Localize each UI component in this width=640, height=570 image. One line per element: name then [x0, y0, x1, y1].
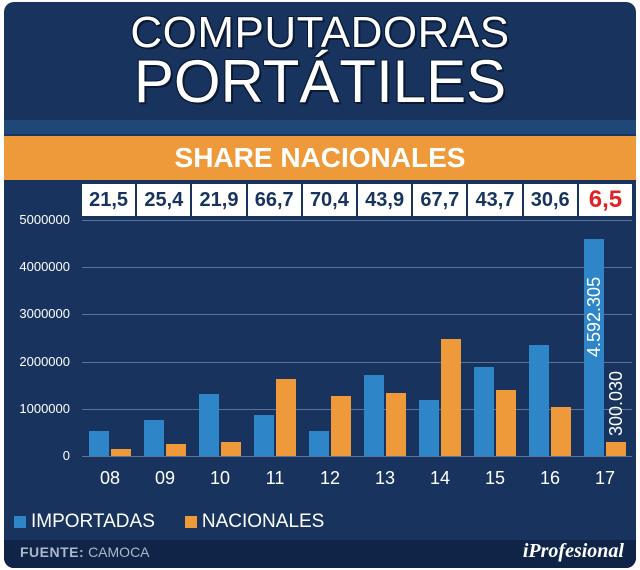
- gridline: [82, 220, 632, 221]
- x-tick-label: 11: [265, 468, 285, 488]
- data-label-nacionales-17: 300.030: [606, 370, 626, 436]
- x-tick-label: 08: [99, 468, 121, 488]
- y-tick-label: 5000000: [19, 212, 70, 227]
- source-label: FUENTE:: [20, 544, 85, 560]
- y-tick-label: 0: [62, 448, 70, 463]
- infographic-frame: COMPUTADORAS PORTÁTILES SHARE NACIONALES…: [4, 2, 636, 568]
- x-tick-label: 09: [154, 468, 176, 488]
- gridline: [82, 362, 632, 363]
- bar-importadas-08: [89, 431, 109, 456]
- gridline: [82, 409, 632, 410]
- y-tick-label: 1000000: [19, 401, 70, 416]
- gridline: [82, 456, 632, 457]
- brand-logo: iProfesional: [522, 540, 624, 562]
- bar-nacionales-10: [221, 442, 241, 456]
- share-values-row: 21,5 25,4 21,9 66,7 70,4 43,9 67,7 43,7 30,6 6,5: [82, 184, 633, 216]
- legend-swatch-nacionales: [184, 516, 197, 528]
- legend-label-importadas: IMPORTADAS: [31, 511, 155, 532]
- gridline: [82, 267, 632, 268]
- gridline: [82, 314, 632, 315]
- bar-nacionales-08: [111, 449, 131, 456]
- bar-nacionales-14: [441, 339, 461, 456]
- bar-importadas-17: [584, 239, 604, 456]
- bar-importadas-16: [529, 345, 549, 456]
- y-tick-label: 3000000: [19, 306, 70, 321]
- share-value: 25,4: [137, 184, 193, 216]
- share-value: 6,5: [578, 184, 633, 216]
- bar-importadas-14: [419, 400, 439, 456]
- share-value: 21,9: [192, 184, 248, 216]
- x-tick-label: 13: [374, 468, 396, 488]
- share-value: 43,9: [358, 184, 414, 216]
- bar-importadas-11: [254, 415, 274, 456]
- source-note: FUENTE: CAMOCA: [20, 544, 150, 560]
- bar-nacionales-16: [551, 407, 571, 456]
- x-tick-label: 15: [484, 468, 506, 488]
- x-tick-label: 10: [209, 468, 231, 488]
- share-value: 66,7: [247, 184, 303, 216]
- bar-nacionales-15: [496, 390, 516, 456]
- x-tick-label: 14: [429, 468, 451, 488]
- title-line-1: COMPUTADORAS: [130, 8, 510, 57]
- legend-label-nacionales: NACIONALES: [201, 511, 325, 532]
- bar-importadas-09: [144, 420, 164, 456]
- y-tick-label: 4000000: [19, 259, 70, 274]
- bar-importadas-13: [364, 375, 384, 456]
- bar-nacionales-12: [331, 396, 351, 456]
- bar-nacionales-09: [166, 444, 186, 456]
- share-value: 67,7: [413, 184, 469, 216]
- bar-importadas-10: [199, 394, 219, 456]
- share-value: 43,7: [468, 184, 524, 216]
- legend-item-importadas: IMPORTADAS: [14, 511, 155, 533]
- footer-bar: [4, 540, 636, 568]
- bar-nacionales-13: [386, 393, 406, 456]
- chart-legend: IMPORTADAS NACIONALES: [14, 511, 354, 533]
- data-label-importadas-17: 4.592.305: [584, 276, 604, 357]
- title-line-2: PORTÁTILES: [133, 48, 507, 115]
- bar-nacionales-11: [276, 379, 296, 456]
- legend-swatch-importadas: [14, 516, 26, 528]
- legend-item-nacionales: NACIONALES: [184, 511, 325, 533]
- bar-nacionales-17: [606, 442, 626, 456]
- x-tick-label: 17: [594, 468, 616, 488]
- share-title: SHARE NACIONALES: [4, 136, 636, 180]
- bar-importadas-15: [474, 367, 494, 456]
- source-value: CAMOCA: [88, 544, 150, 560]
- share-value: 21,5: [82, 184, 138, 216]
- x-tick-label: 16: [539, 468, 561, 488]
- bar-importadas-12: [309, 431, 329, 456]
- share-value: 70,4: [302, 184, 359, 216]
- x-tick-label: 12: [319, 468, 341, 488]
- y-tick-label: 2000000: [19, 354, 70, 369]
- share-value: 30,6: [523, 184, 579, 216]
- header-band: [4, 120, 636, 134]
